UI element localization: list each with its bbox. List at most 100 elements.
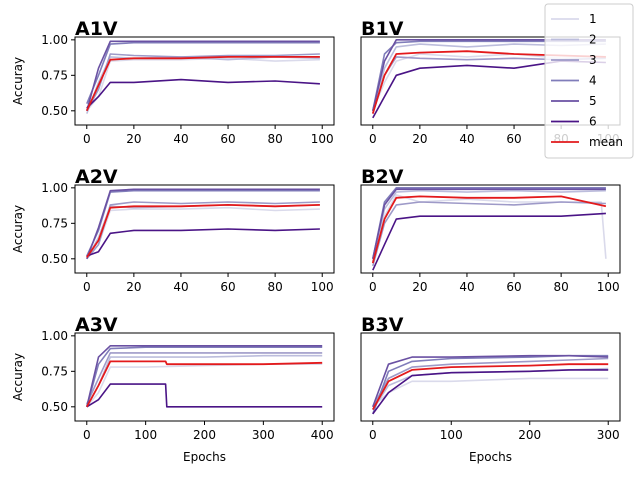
x-tick-label: 40 bbox=[459, 132, 474, 146]
panel-title: B2V bbox=[361, 166, 404, 188]
series-line-6 bbox=[86, 78, 320, 109]
y-tick-label: 1.00 bbox=[41, 33, 68, 47]
y-tick-label: 0.75 bbox=[41, 68, 68, 82]
series-line-3 bbox=[372, 357, 609, 408]
series-line-1 bbox=[372, 377, 609, 408]
panel-title: A2V bbox=[75, 166, 118, 188]
series-line-6 bbox=[372, 369, 609, 415]
y-axis-label: Accuray bbox=[11, 205, 25, 253]
series-line-3 bbox=[86, 53, 320, 112]
x-axis-label: Epochs bbox=[183, 450, 226, 464]
series-line-mean bbox=[372, 363, 609, 411]
y-tick-label: 0.75 bbox=[41, 216, 68, 230]
x-tick-label: 20 bbox=[126, 280, 141, 294]
series-line-4 bbox=[86, 189, 320, 257]
x-tick-label: 60 bbox=[220, 132, 235, 146]
x-tick-label: 40 bbox=[173, 280, 188, 294]
legend: 1 2 3 4 5 6 mean bbox=[544, 3, 634, 159]
series-line-6 bbox=[86, 228, 320, 257]
legend-label-2: 2 bbox=[589, 33, 597, 47]
panel-title: B3V bbox=[361, 314, 404, 336]
x-tick-label: 100 bbox=[597, 280, 620, 294]
panel-a2v: 0 20 40 60 80 100 0.50 0.75 1.00 A2V Accuray bbox=[11, 166, 335, 294]
series-line-2 bbox=[372, 189, 606, 262]
x-tick-label: 0 bbox=[83, 280, 91, 294]
x-tick-label: 100 bbox=[311, 280, 334, 294]
series-group bbox=[86, 188, 320, 260]
panel-a3v: 0 100 200 300 400 0.50 0.75 1.00 A3V Accuray Epoch… bbox=[11, 314, 335, 464]
x-tick-label: 40 bbox=[173, 132, 188, 146]
x-tick-label: 0 bbox=[369, 132, 377, 146]
series-line-2 bbox=[86, 56, 320, 114]
panel-title: A3V bbox=[75, 314, 118, 336]
x-tick-label: 100 bbox=[134, 428, 157, 442]
x-tick-label: 80 bbox=[267, 132, 282, 146]
series-line-1 bbox=[86, 363, 323, 408]
series-line-5 bbox=[86, 40, 320, 112]
x-tick-label: 80 bbox=[553, 280, 568, 294]
x-tick-label: 200 bbox=[518, 428, 541, 442]
legend-frame bbox=[544, 3, 634, 159]
x-tick-label: 100 bbox=[311, 132, 334, 146]
legend-label-mean: mean bbox=[589, 135, 623, 149]
y-tick-label: 1.00 bbox=[41, 181, 68, 195]
series-group bbox=[372, 354, 609, 415]
series-line-6 bbox=[372, 212, 606, 271]
series-line-5 bbox=[86, 188, 320, 260]
x-tick-label: 20 bbox=[126, 132, 141, 146]
series-line-mean bbox=[85, 56, 320, 112]
x-tick-label: 200 bbox=[193, 428, 216, 442]
series-line-4 bbox=[86, 346, 323, 408]
series-group bbox=[85, 40, 320, 114]
x-tick-label: 0 bbox=[83, 132, 91, 146]
x-tick-label: 60 bbox=[506, 280, 521, 294]
series-line-4 bbox=[86, 41, 320, 105]
axes-frame bbox=[74, 184, 335, 274]
series-line-1 bbox=[86, 57, 320, 112]
legend-label-4: 4 bbox=[589, 74, 597, 88]
x-tick-label: 300 bbox=[597, 428, 620, 442]
x-tick-label: 60 bbox=[506, 132, 521, 146]
y-tick-label: 1.00 bbox=[41, 329, 68, 343]
series-line-mean bbox=[86, 360, 323, 408]
series-line-5 bbox=[86, 344, 323, 407]
x-tick-label: 0 bbox=[83, 428, 91, 442]
y-axis-label: Accuray bbox=[11, 353, 25, 401]
x-tick-label: 400 bbox=[311, 428, 334, 442]
series-line-3 bbox=[86, 201, 320, 260]
series-line-mean bbox=[371, 195, 607, 264]
series-group bbox=[371, 187, 607, 271]
y-axis-label: Accuray bbox=[11, 57, 25, 105]
series-group bbox=[86, 344, 323, 408]
series-line-6 bbox=[86, 383, 323, 408]
panel-b2v: 0 20 40 60 80 100 B2V bbox=[360, 166, 621, 294]
panel-a1v: 0 20 40 60 80 100 0.50 0.75 1.00 A1V Accuray bbox=[11, 18, 335, 146]
y-tick-label: 0.50 bbox=[41, 252, 68, 266]
x-tick-label: 0 bbox=[369, 428, 377, 442]
legend-label-6: 6 bbox=[589, 115, 597, 129]
axes-frame bbox=[360, 332, 621, 422]
panel-title: A1V bbox=[75, 18, 118, 40]
legend-label-1: 1 bbox=[589, 12, 597, 26]
y-tick-label: 0.50 bbox=[41, 400, 68, 414]
x-tick-label: 60 bbox=[220, 280, 235, 294]
x-axis-label: Epochs bbox=[469, 450, 512, 464]
panel-b3v: 0 100 200 300 B3V Epochs bbox=[360, 314, 621, 464]
x-tick-label: 20 bbox=[412, 280, 427, 294]
legend-label-5: 5 bbox=[589, 94, 597, 108]
panel-title: B1V bbox=[361, 18, 404, 40]
x-tick-label: 40 bbox=[459, 280, 474, 294]
x-tick-label: 80 bbox=[267, 280, 282, 294]
y-tick-label: 0.50 bbox=[41, 104, 68, 118]
x-tick-label: 100 bbox=[440, 428, 463, 442]
axes-frame bbox=[360, 184, 621, 274]
y-tick-label: 0.75 bbox=[41, 364, 68, 378]
series-line-mean bbox=[86, 203, 320, 258]
series-line-3 bbox=[86, 352, 323, 405]
series-line-2 bbox=[372, 367, 609, 411]
legend-label-3: 3 bbox=[589, 53, 597, 67]
series-line-4 bbox=[372, 187, 606, 259]
x-tick-label: 20 bbox=[412, 132, 427, 146]
axes-frame bbox=[74, 36, 335, 126]
